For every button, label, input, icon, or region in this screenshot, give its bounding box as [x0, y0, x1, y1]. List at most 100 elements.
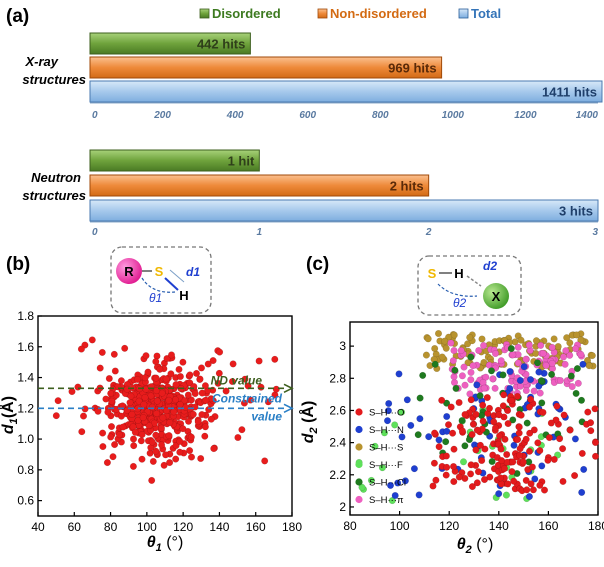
scatter-point — [438, 353, 446, 361]
scatter-point — [207, 415, 215, 423]
panel-label-b: (b) — [6, 254, 30, 275]
scatter-point — [460, 458, 468, 466]
scatter-point — [573, 331, 581, 339]
scatter-point — [528, 463, 536, 471]
x-tick-label: 0 — [92, 110, 98, 121]
scatter-point — [467, 470, 475, 478]
scatter-point — [497, 357, 505, 365]
scatter-point — [167, 351, 175, 359]
scatter-point — [148, 476, 156, 484]
scatter-point — [255, 357, 263, 365]
scatter-point — [577, 336, 585, 344]
scatter-point — [416, 394, 424, 402]
scatter-point — [214, 379, 222, 387]
scatter-point — [197, 455, 205, 463]
scatter-point — [395, 370, 403, 378]
scatter-point — [514, 343, 522, 351]
scatter-point — [508, 396, 516, 404]
scatter-point — [578, 449, 586, 457]
scatter-point — [103, 459, 111, 467]
scatter-point — [538, 462, 546, 470]
scatter-point — [478, 335, 486, 343]
scatter-point — [458, 417, 466, 425]
scatter-point — [145, 422, 153, 430]
scatter-point — [492, 424, 500, 432]
legend-marker — [355, 443, 363, 451]
scatter-point — [476, 441, 484, 449]
scatter-point — [201, 423, 209, 431]
scatter-point — [530, 387, 538, 395]
inset-b: R S H d1 θ1 — [110, 246, 212, 314]
scatter-point — [152, 358, 160, 366]
scatter-point — [119, 423, 127, 431]
scatter-point — [442, 452, 450, 460]
scatter-point — [548, 359, 556, 367]
scatter-point — [234, 434, 242, 442]
scatter-point — [480, 358, 488, 366]
scatter-point — [559, 477, 567, 485]
scatter-point — [176, 373, 184, 381]
scatter-point — [194, 418, 202, 426]
scatter-point — [264, 398, 272, 406]
scatter-point — [141, 394, 149, 402]
scatter-point — [401, 477, 409, 485]
scatter-point — [499, 402, 507, 410]
legend-label: S–H···Cl — [369, 478, 406, 489]
scatter-point — [162, 375, 170, 383]
x-tick-label: 0 — [92, 227, 98, 238]
scatter-point — [216, 348, 224, 356]
scatter-point — [167, 370, 175, 378]
scatter-point — [166, 459, 174, 467]
scatter-point — [559, 445, 567, 453]
x-tick-label: 40 — [31, 520, 45, 534]
scatter-point — [443, 413, 451, 421]
x-tick-label: 80 — [104, 520, 118, 534]
scatter-point — [398, 408, 406, 416]
scatter-point — [425, 433, 433, 441]
scatter-point — [198, 389, 206, 397]
scatter-point — [563, 334, 571, 342]
scatter-point — [78, 428, 86, 436]
scatter-point — [175, 365, 183, 373]
scatter-point — [172, 381, 180, 389]
scatter-point — [509, 416, 517, 424]
x-tick-label: 1200 — [514, 110, 537, 121]
x-tick-label: 100 — [390, 519, 410, 533]
legend-marker — [355, 425, 363, 434]
scatter-point — [566, 426, 574, 434]
h-x-contact — [466, 275, 482, 287]
scatter-point — [552, 416, 560, 424]
scatter-point — [450, 478, 458, 486]
scatter-point — [215, 369, 223, 377]
scatter-point — [387, 481, 395, 489]
scatter-point — [240, 399, 248, 407]
scatter-point — [579, 360, 587, 368]
scatter-point — [410, 465, 418, 473]
scatter-point — [367, 476, 375, 484]
bar-value-label: 1411 hits — [542, 85, 597, 100]
x-tick-label: 120 — [173, 520, 193, 534]
scatter-point — [536, 389, 544, 397]
scatter-point — [139, 414, 147, 422]
scatter-point — [371, 442, 379, 450]
scatter-point — [514, 436, 522, 444]
x-atom-label: X — [492, 289, 501, 304]
scatter-point — [187, 453, 195, 461]
scatter-point — [148, 403, 156, 411]
scatter-point — [457, 347, 465, 355]
x-tick-label: 2 — [425, 227, 432, 238]
scatter-point — [486, 404, 494, 412]
scatter-point — [547, 419, 555, 427]
scatter-point — [381, 429, 389, 437]
scatter-point — [198, 411, 206, 419]
x-tick-label: 160 — [538, 519, 558, 533]
scatter-point — [186, 447, 194, 455]
legend-marker — [355, 478, 363, 486]
scatter-point — [467, 396, 475, 404]
scatter-point — [562, 347, 570, 355]
scatter-point — [384, 417, 392, 425]
scatter-point — [548, 370, 556, 378]
x-tick-label: 1000 — [442, 110, 465, 121]
scatter-point — [544, 456, 552, 464]
scatter-point — [500, 465, 508, 473]
